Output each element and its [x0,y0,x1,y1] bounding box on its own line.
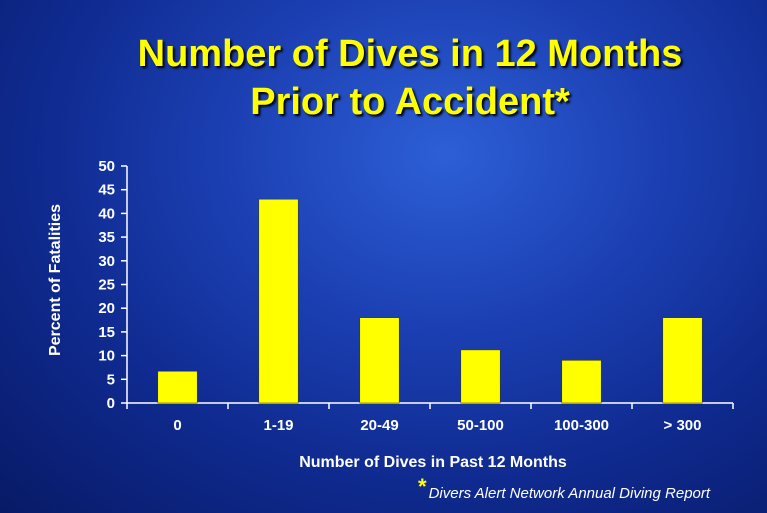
y-tick-label: 20 [98,300,115,317]
bar-3 [460,349,501,404]
y-tick-label: 10 [98,348,115,365]
bar-5 [662,317,703,404]
y-axis-title: Percent of Fatalities [47,204,64,356]
chart-title-line-2: Prior to Accident* [250,81,570,123]
bars [157,198,703,404]
y-tick-label: 50 [98,158,115,175]
y-tick-label: 15 [98,324,115,341]
y-axis: 0 5 10 15 20 25 30 35 40 45 50 [98,158,128,412]
footnote-text: Divers Alert Network Annual Diving Repor… [428,485,711,502]
x-tick-label: 0 [173,417,181,434]
bar-1 [258,198,299,404]
x-axis: 0 1-19 20-49 50-100 100-300 > 300 [126,402,734,434]
y-tick-label: 35 [98,229,115,246]
x-tick-label: > 300 [664,417,702,434]
x-tick-label: 100-300 [554,417,609,434]
y-tick-label: 0 [107,395,115,412]
footnote: * Divers Alert Network Annual Diving Repo… [418,474,710,502]
y-tick-label: 30 [98,253,115,270]
x-tick-label: 50-100 [457,417,504,434]
x-axis-title: Number of Dives in Past 12 Months [299,454,567,471]
y-tick-label: 25 [98,277,115,294]
chart-title: Number of Dives in 12 Months Prior to Ac… [60,30,760,126]
x-tick-label: 20-49 [360,417,398,434]
footnote-marker: * [418,474,427,499]
y-tick-label: 5 [107,371,115,388]
bar-0 [157,370,198,404]
y-tick-label: 45 [98,182,115,199]
bar-4 [561,360,602,404]
bar-2 [359,317,400,404]
chart-title-line-1: Number of Dives in 12 Months [137,33,683,75]
y-tick-label: 40 [98,205,115,222]
x-tick-label: 1-19 [263,417,293,434]
